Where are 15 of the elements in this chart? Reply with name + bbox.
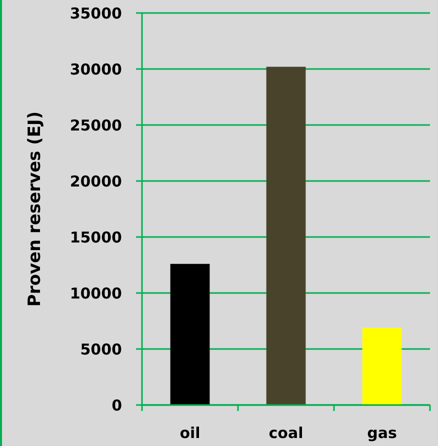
x-tick-label: coal <box>268 424 304 442</box>
y-tick-label: 5000 <box>80 340 122 358</box>
bar <box>362 328 402 405</box>
y-tick-label: 0 <box>112 396 122 414</box>
x-tick-label: oil <box>180 424 200 442</box>
bar <box>170 264 210 405</box>
bar <box>266 66 306 405</box>
x-tick-label: gas <box>367 424 397 442</box>
y-axis-title: Proven reserves (EJ) <box>25 111 45 307</box>
y-tick-label: 15000 <box>70 228 122 246</box>
y-tick-label: 10000 <box>70 284 122 302</box>
y-tick-label: 20000 <box>70 172 122 190</box>
y-tick-label: 30000 <box>70 60 122 78</box>
y-tick-label: 25000 <box>70 116 122 134</box>
y-tick-label: 35000 <box>70 4 122 22</box>
